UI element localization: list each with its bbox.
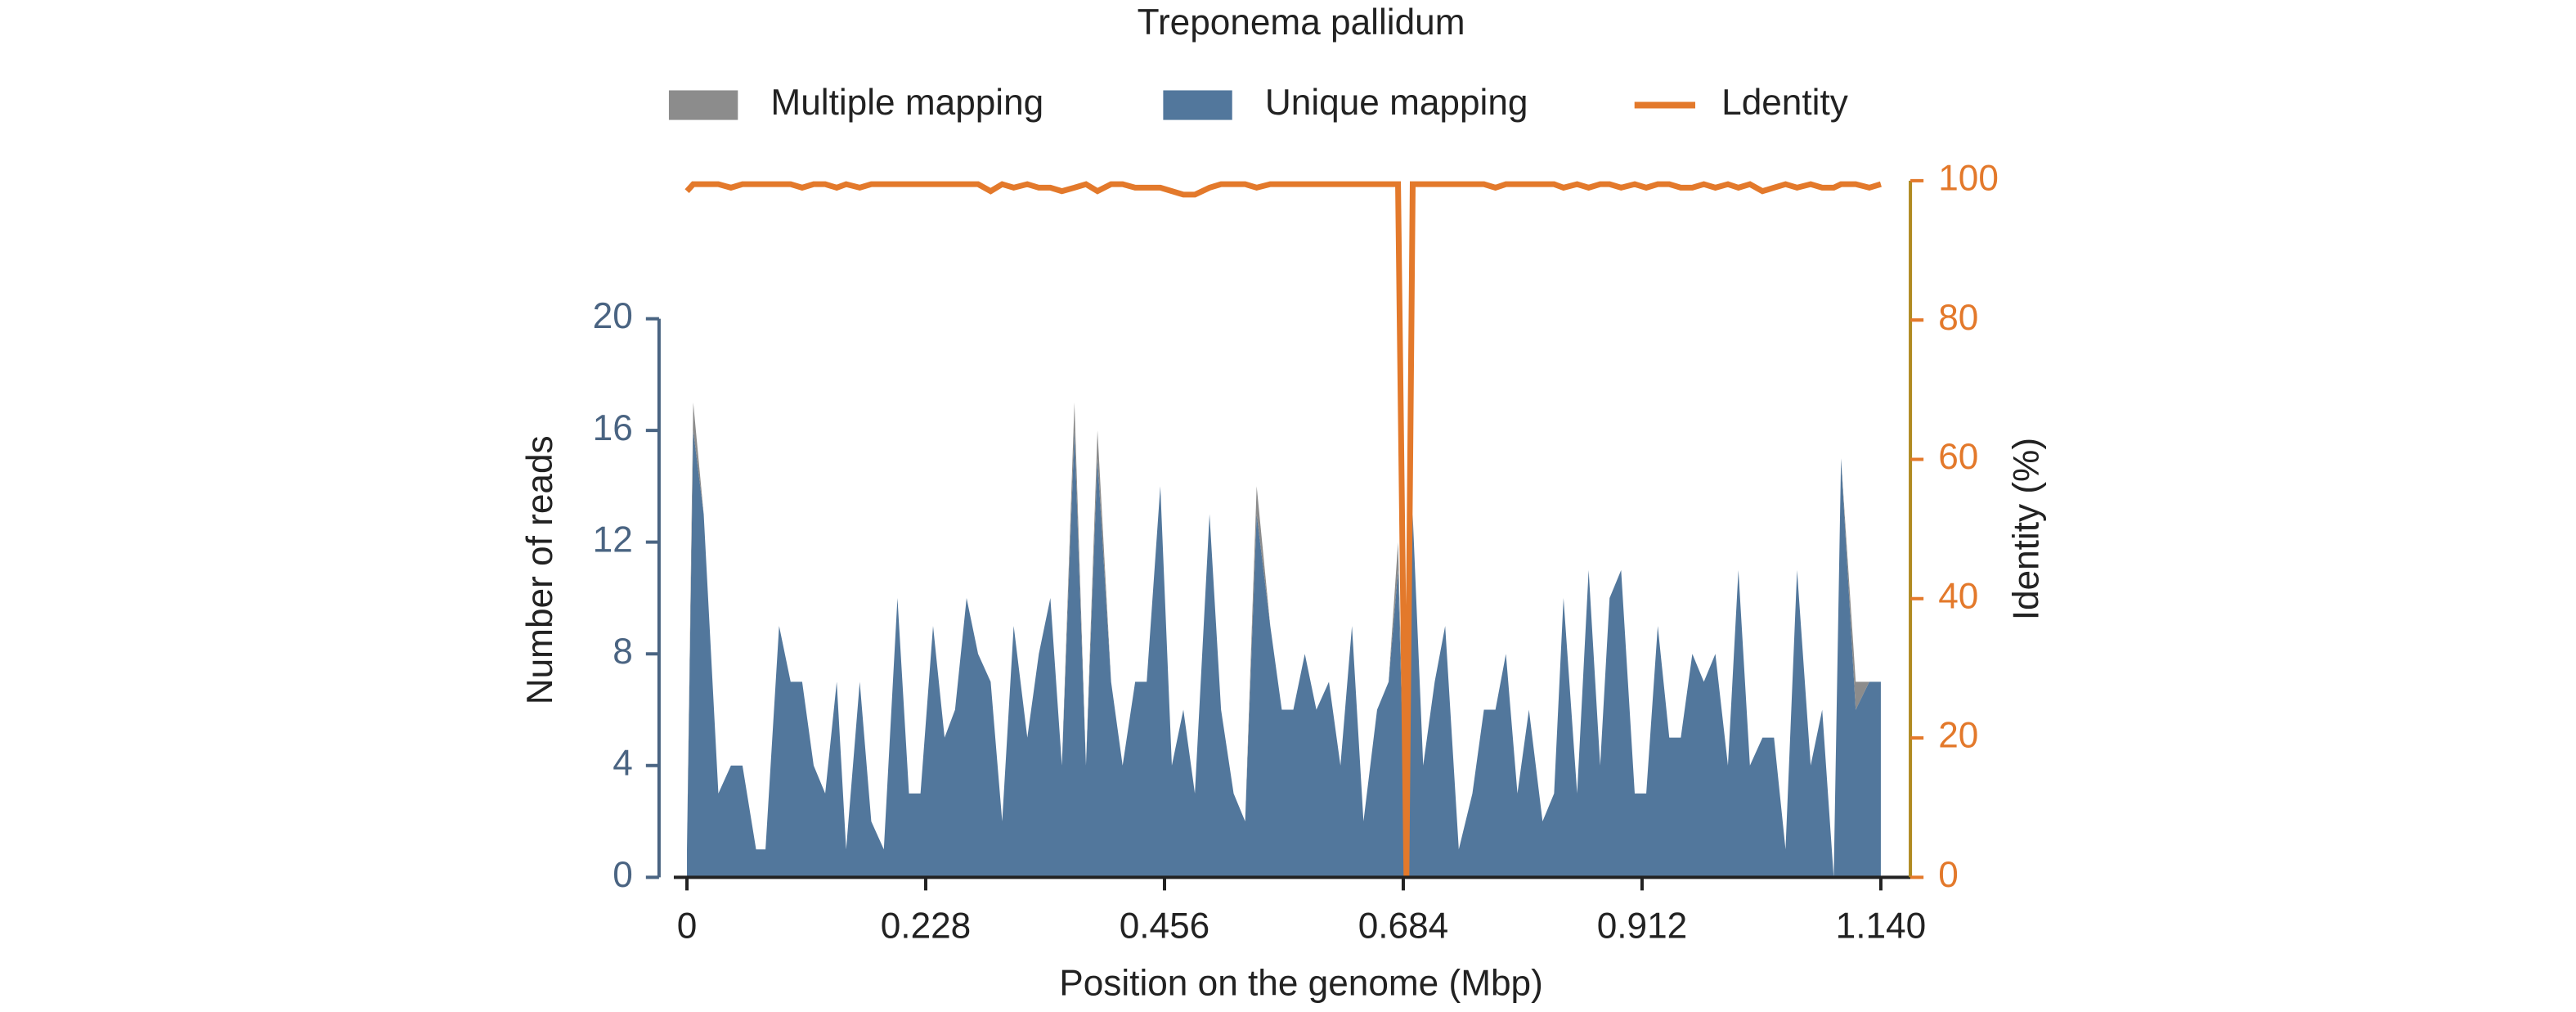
y-tick-label: 12 — [593, 519, 633, 560]
x-tick-label: 0.684 — [1358, 906, 1449, 946]
line — [684, 181, 1882, 878]
chart-title: Treponema pallidum — [1138, 2, 1465, 43]
y-tick-label: 20 — [593, 296, 633, 336]
y-tick-label: 8 — [613, 632, 633, 672]
y2-axis-label: Identity (%) — [2006, 438, 2046, 620]
y2-tick-label: 60 — [1938, 437, 1978, 477]
x-tick-label: 0 — [677, 906, 698, 946]
y2-tick-label: 0 — [1938, 855, 1959, 895]
y-tick-label: 4 — [613, 743, 633, 783]
x-tick-label: 0.912 — [1597, 906, 1688, 946]
x-tick-label: 1.140 — [1836, 906, 1927, 946]
area — [687, 430, 1881, 878]
y-tick-label: 0 — [613, 855, 633, 895]
legend-swatch — [1163, 90, 1232, 120]
legend-label: Unique mapping — [1265, 83, 1528, 123]
x-tick-label: 0.456 — [1120, 906, 1210, 946]
legend-label: Ldentity — [1721, 83, 1848, 123]
legend-label: Multiple mapping — [770, 83, 1043, 123]
y2-tick-label: 20 — [1938, 716, 1978, 756]
y2-tick-label: 100 — [1938, 159, 1999, 199]
y-tick-label: 16 — [593, 408, 633, 448]
x-axis-label: Position on the genome (Mbp) — [1059, 964, 1543, 1004]
legend-swatch — [668, 90, 738, 120]
y2-tick-label: 40 — [1938, 576, 1978, 616]
y-axis-label: Number of reads — [520, 435, 560, 704]
x-tick-label: 0.228 — [881, 906, 972, 946]
y2-tick-label: 80 — [1938, 298, 1978, 338]
